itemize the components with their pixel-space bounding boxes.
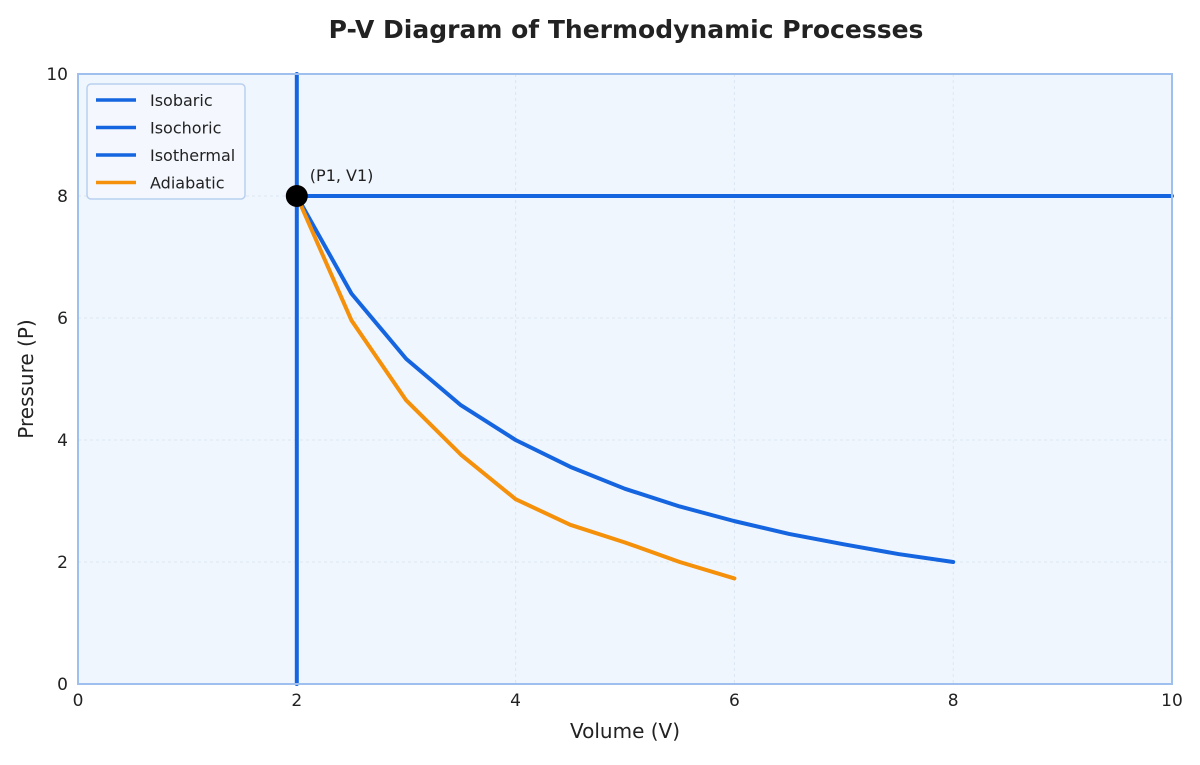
x-tick-label-1: 2 <box>291 691 302 711</box>
x-tick-label-2: 4 <box>510 691 521 711</box>
markers-layer: (P1, V1) <box>285 166 374 207</box>
plot-frame <box>77 73 1173 685</box>
y-tick-label-2: 4 <box>57 431 68 451</box>
y-tick-label-0: 0 <box>57 675 68 695</box>
y-tick-label-3: 6 <box>57 309 68 329</box>
x-tick-label-0: 0 <box>73 691 84 711</box>
series-layer <box>294 72 1174 686</box>
series-line-adiabatic <box>294 194 737 581</box>
y-tick-label-4: 8 <box>57 187 68 207</box>
x-axis-label: Volume (V) <box>570 719 680 743</box>
y-axis-ticks: 0 2 4 6 8 10 <box>46 65 68 695</box>
state-point-marker <box>285 185 308 207</box>
chart-title: P-V Diagram of Thermodynamic Processes <box>329 15 924 44</box>
x-tick-label-4: 8 <box>948 691 959 711</box>
y-tick-label-5: 10 <box>46 65 68 85</box>
legend-label-adiabatic: Adiabatic <box>150 174 225 193</box>
series-line-isothermal <box>294 194 956 564</box>
y-axis-label: Pressure (P) <box>14 319 38 438</box>
legend: Isobaric Isochoric Isothermal Adiabatic <box>86 83 246 200</box>
plot-area <box>78 74 1172 684</box>
y-tick-label-1: 2 <box>57 553 68 573</box>
legend-box <box>86 83 246 200</box>
legend-label-isochoric: Isochoric <box>150 119 221 138</box>
legend-label-isothermal: Isothermal <box>150 146 235 165</box>
x-tick-label-3: 6 <box>729 691 740 711</box>
legend-label-isobaric: Isobaric <box>150 91 213 110</box>
x-tick-label-5: 10 <box>1161 691 1183 711</box>
x-axis-ticks: 0 2 4 6 8 10 <box>73 691 1183 711</box>
annotation-label-0: (P1, V1) <box>310 166 374 185</box>
